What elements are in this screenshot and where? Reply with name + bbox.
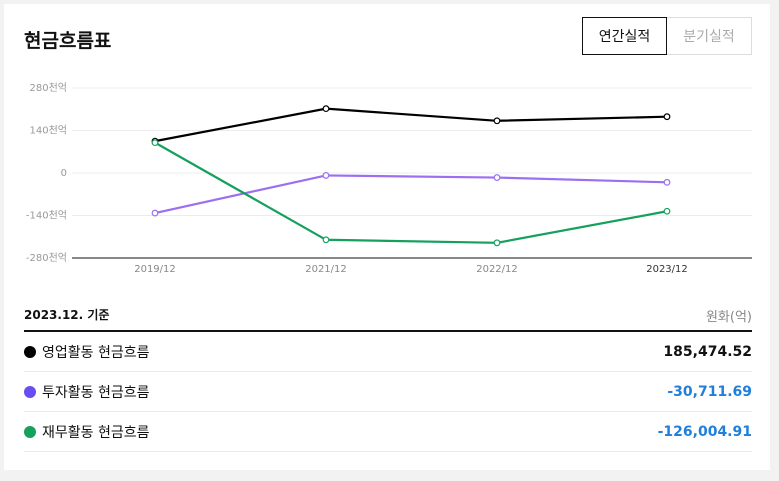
table-row-operating: 영업활동 현금흐름 185,474.52 — [24, 332, 752, 372]
x-tick-label: 2023/12 — [646, 264, 688, 275]
x-tick-label: 2022/12 — [476, 264, 518, 275]
y-tick-label: -140천억 — [26, 210, 67, 222]
cash-flow-card: 현금흐름표 연간실적 분기실적 280천억 140천억 0 -140천억 -280천억 … — [4, 4, 770, 470]
cash-flow-summary-table: 영업활동 현금흐름 185,474.52 투자활동 현금흐름 -30,711.6… — [24, 330, 752, 452]
y-tick-label: 280천억 — [30, 82, 68, 94]
row-label: 영업활동 현금흐름 — [42, 344, 150, 361]
row-label: 재무활동 현금흐름 — [42, 424, 150, 441]
cash-flow-line-chart: 280천억 140천억 0 -140천억 -280천억 2019/12 2021/12 20… — [26, 82, 752, 275]
data-point-financing[interactable] — [493, 239, 501, 247]
basis-date: 2023.12. 기준 — [24, 308, 110, 322]
data-point-investing[interactable] — [493, 174, 501, 181]
data-point-operating[interactable] — [493, 117, 501, 125]
data-point-investing[interactable] — [322, 172, 330, 179]
row-value: -30,711.69 — [667, 383, 752, 400]
data-point-financing[interactable] — [663, 207, 671, 215]
period-toggle: 연간실적 분기실적 — [582, 17, 752, 55]
data-point-financing[interactable] — [151, 139, 159, 147]
series-line-investing — [154, 174, 668, 215]
y-tick-label: 0 — [61, 168, 67, 179]
table-row-financing: 재무활동 현금흐름 -126,004.91 — [24, 412, 752, 452]
operating-dot-icon — [24, 345, 36, 358]
data-point-investing[interactable] — [663, 178, 671, 186]
row-value: -126,004.91 — [657, 423, 752, 440]
y-tick-label: -280천억 — [26, 252, 67, 264]
data-point-operating[interactable] — [663, 113, 671, 121]
row-value: 185,474.52 — [663, 343, 752, 360]
tab-annual[interactable]: 연간실적 — [582, 17, 667, 55]
data-point-operating[interactable] — [322, 105, 330, 113]
investing-dot-icon — [24, 385, 36, 398]
tab-quarterly[interactable]: 분기실적 — [667, 17, 752, 55]
series-line-operating — [154, 107, 668, 143]
y-tick-label: 140천억 — [30, 125, 68, 137]
page-title: 현금흐름표 — [24, 30, 112, 52]
data-point-investing[interactable] — [151, 209, 159, 217]
series-line-financing — [154, 141, 668, 244]
row-label: 투자활동 현금흐름 — [42, 384, 150, 401]
unit-label: 원화(억) — [705, 310, 752, 325]
table-row-investing: 투자활동 현금흐름 -30,711.69 — [24, 372, 752, 412]
financing-dot-icon — [24, 425, 36, 438]
x-tick-label: 2021/12 — [305, 264, 347, 275]
data-point-financing[interactable] — [322, 236, 330, 244]
x-tick-label: 2019/12 — [134, 264, 176, 275]
